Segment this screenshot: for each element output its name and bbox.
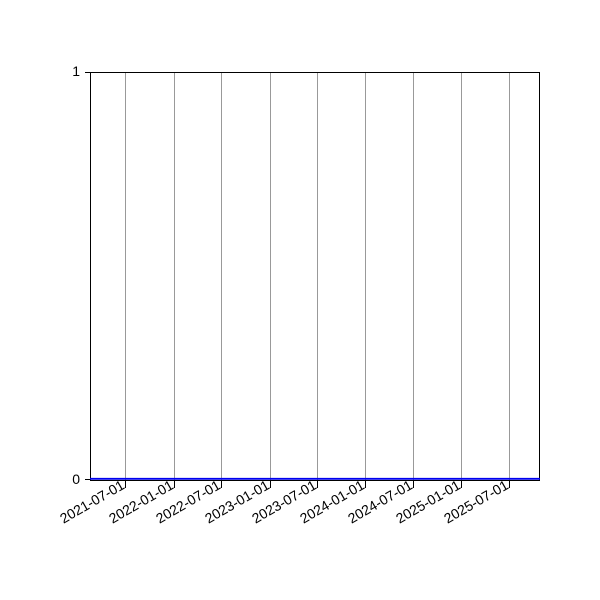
svg-text:0: 0 <box>72 471 80 487</box>
svg-text:1: 1 <box>72 63 80 79</box>
